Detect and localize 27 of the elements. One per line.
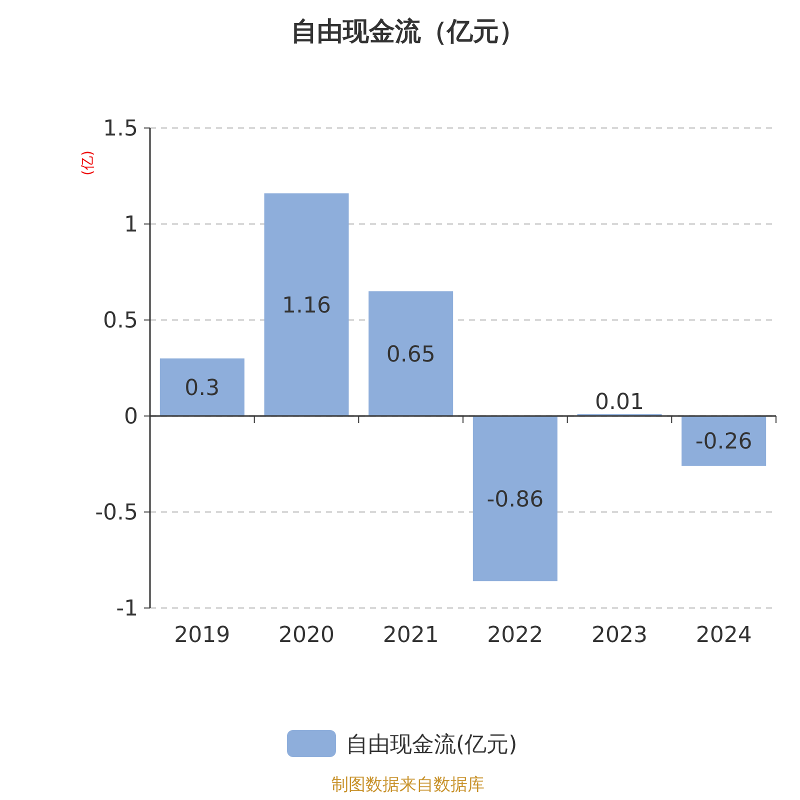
data-label: 0.65 — [386, 342, 436, 368]
x-tick-label: 2020 — [278, 623, 334, 648]
x-tick-label: 2022 — [487, 623, 544, 648]
x-tick-label: 2019 — [174, 623, 230, 648]
bar — [160, 358, 244, 416]
bar — [264, 193, 349, 416]
y-tick-label: 1.5 — [103, 116, 138, 142]
text: 制图数据来自数据库 — [332, 775, 484, 795]
y-tick-label: 0.5 — [103, 308, 138, 334]
data-label: 1.16 — [282, 293, 331, 318]
chart-title: 自由现金流（亿元） — [291, 17, 525, 47]
y-axis-title: (亿) — [80, 150, 96, 176]
y-tick-label: 1 — [124, 212, 138, 238]
data-label: -0.86 — [486, 487, 544, 512]
bar — [682, 416, 766, 466]
bar — [472, 416, 558, 582]
x-tick-label: 2023 — [592, 623, 648, 648]
bar — [368, 291, 454, 416]
y-tick-label: -0.5 — [95, 500, 138, 526]
data-label: 0.01 — [595, 390, 644, 416]
y-tick-label: -1 — [116, 596, 138, 622]
legend-label: 自由现金流(亿元) — [346, 732, 518, 758]
x-tick-label: 2021 — [382, 623, 439, 648]
data-label: 0.3 — [184, 376, 220, 401]
x-tick-label: 2024 — [696, 623, 752, 648]
y-tick-label: 0 — [124, 404, 138, 430]
data-label: -0.26 — [695, 430, 752, 455]
